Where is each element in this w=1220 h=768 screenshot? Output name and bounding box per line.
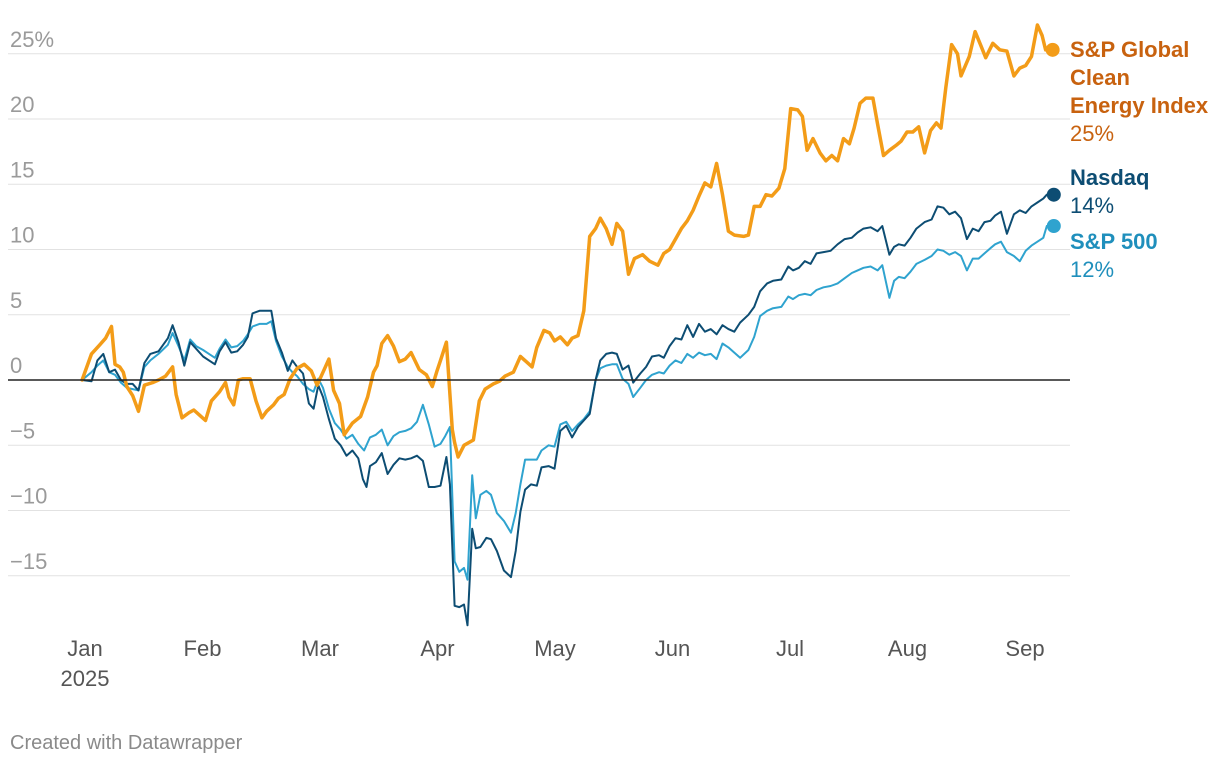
y-tick-label: 5 <box>10 288 22 313</box>
series-label: Energy Index <box>1070 93 1209 118</box>
y-tick-label: 0 <box>10 353 22 378</box>
end-point-marker <box>1045 42 1060 57</box>
x-tick-label: Jun <box>655 636 690 661</box>
series-end-value: 14% <box>1070 193 1114 218</box>
x-tick-label: May <box>534 636 576 661</box>
series-end-value: 25% <box>1070 121 1114 146</box>
series-label: S&P Global <box>1070 37 1189 62</box>
x-tick-label: Jan <box>67 636 102 661</box>
y-tick-label: 10 <box>10 223 34 248</box>
x-year-label: 2025 <box>61 666 110 691</box>
y-tick-label: 25% <box>10 27 54 52</box>
x-tick-label: Feb <box>184 636 222 661</box>
series-label: S&P 500 <box>1070 229 1158 254</box>
y-tick-label: −10 <box>10 484 47 509</box>
series-label: Clean <box>1070 65 1130 90</box>
y-tick-label: 15 <box>10 157 34 182</box>
credit-text: Created with Datawrapper <box>10 732 243 754</box>
x-tick-label: Jul <box>776 636 804 661</box>
x-tick-label: Mar <box>301 636 339 661</box>
series-line-s-p-500 <box>81 225 1048 581</box>
series-line-nasdaq <box>81 193 1048 627</box>
y-tick-label: −5 <box>10 418 35 443</box>
end-point-marker <box>1046 219 1061 234</box>
end-point-marker <box>1046 187 1061 202</box>
x-tick-label: Sep <box>1005 636 1044 661</box>
y-tick-label: −15 <box>10 549 47 574</box>
x-tick-label: Aug <box>888 636 927 661</box>
series-label: Nasdaq <box>1070 165 1149 190</box>
series-line-s-p-global-clean-energy-index <box>80 23 1048 459</box>
x-tick-label: Apr <box>420 636 454 661</box>
series-end-value: 12% <box>1070 257 1114 282</box>
y-tick-label: 20 <box>10 92 34 117</box>
